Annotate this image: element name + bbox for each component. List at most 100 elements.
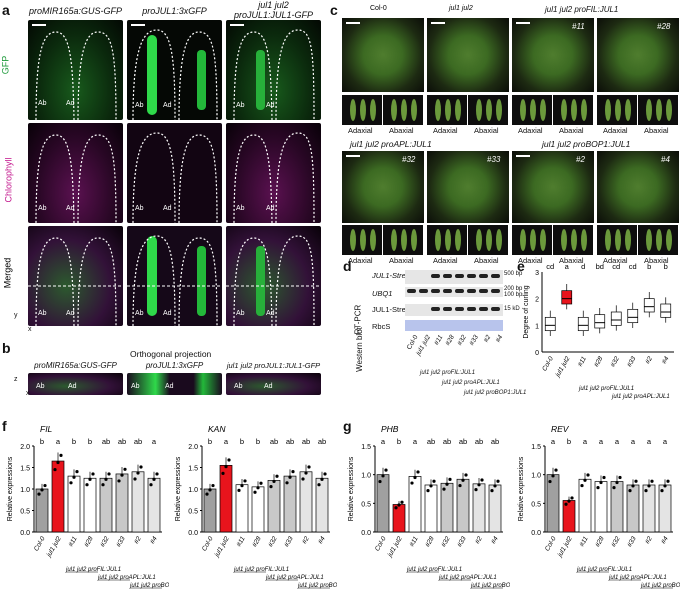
sig-letter: b <box>567 437 571 446</box>
image-gfp-mir165: Ab Ad <box>28 20 123 120</box>
sig-letter: ab <box>286 437 294 446</box>
ad-label: Ad <box>68 383 77 390</box>
blot-band <box>443 274 452 278</box>
blot-band <box>455 307 464 311</box>
bar <box>235 484 249 533</box>
data-point <box>445 482 449 486</box>
ab-label: Ab <box>38 205 47 212</box>
line-tag: #33 <box>487 155 501 164</box>
sig-letter: cd <box>546 262 554 271</box>
lane-label: #4 <box>494 334 505 344</box>
lane-label: #2 <box>482 334 493 344</box>
sig-letter: cd <box>612 262 620 271</box>
plant-apl-33: #33 <box>427 151 509 223</box>
data-point <box>413 475 417 480</box>
group-label: jul1 jul2 proFIL:JUL1 <box>576 567 632 573</box>
panel-e-label: e <box>517 258 525 274</box>
y-tick: 1.5 <box>361 444 371 451</box>
data-point <box>304 471 308 475</box>
data-point <box>56 460 60 465</box>
bar <box>472 483 486 533</box>
x-tick: #28 <box>83 535 95 548</box>
blot-band <box>467 307 476 311</box>
data-point <box>37 492 41 496</box>
bar <box>219 464 233 533</box>
sig-letter: b <box>256 437 260 446</box>
image-gfp-jul1: Ab Ad <box>127 20 222 120</box>
ad-label: Ad <box>163 102 172 109</box>
abaxial-label: Abaxial <box>559 256 584 265</box>
data-point <box>275 474 279 478</box>
x-tick: #28 <box>251 535 263 548</box>
panel-g-label: g <box>343 418 352 434</box>
leaf-strip <box>512 95 552 125</box>
x-tick: Col-0 <box>544 535 558 552</box>
x-tick: #33 <box>456 535 468 548</box>
data-point <box>394 506 398 510</box>
bar <box>642 484 656 533</box>
chart-phb: PHB 0.0 0.5 1.0 1.5 Relative expressions a Col-… <box>348 424 510 589</box>
y-tick: 3 <box>535 270 539 277</box>
blot-band <box>431 274 440 278</box>
x-tick: #2 <box>644 355 654 365</box>
data-point <box>663 484 667 488</box>
data-point <box>107 472 111 476</box>
data-point <box>59 453 63 457</box>
data-point <box>644 489 648 493</box>
sig-letter: b <box>397 437 401 446</box>
image-chl-jul1: Ab Ad <box>127 123 222 223</box>
blot-band <box>479 274 488 278</box>
data-point <box>243 479 247 483</box>
row-jul1-strep-wb: JUL1-StrepII <box>372 305 415 314</box>
box <box>577 316 589 332</box>
x-tick: #32 <box>267 535 279 548</box>
bar <box>83 477 97 533</box>
x-tick: #2 <box>644 535 654 545</box>
data-point <box>85 483 89 487</box>
x-tick: #2 <box>133 535 143 545</box>
leaf-strip <box>638 225 678 255</box>
data-point <box>496 479 500 483</box>
data-point <box>40 488 44 492</box>
line-tag: #4 <box>661 155 670 164</box>
data-point <box>474 488 478 492</box>
box <box>660 303 672 318</box>
lane-label: #33 <box>468 334 481 347</box>
x-tick: #32 <box>610 535 622 548</box>
data-point <box>647 484 651 488</box>
bar <box>131 471 145 533</box>
data-point <box>72 475 76 479</box>
leaf-strip <box>342 225 382 255</box>
ortho-col-2: proJUL1:3xGFP <box>145 361 204 370</box>
sig-letter: a <box>583 437 588 446</box>
sig-letter: a <box>599 437 604 446</box>
data-point <box>323 472 327 476</box>
adaxial-label: Adaxial <box>603 126 628 135</box>
ad-label: Ad <box>266 310 275 317</box>
leaf-strip <box>553 225 593 255</box>
x-tick: jul1 jul2 <box>45 535 63 559</box>
bar <box>440 482 454 533</box>
data-point <box>580 483 584 488</box>
ab-label: Ab <box>36 383 45 390</box>
construct-label: jul1 jul2 proFIL:JUL1 <box>420 370 476 376</box>
group-label: jul1 jul2 proAPL:JUL1 <box>611 394 670 400</box>
adaxial-label: Adaxial <box>348 256 373 265</box>
image-merged-mir165: Ab Ad <box>28 226 123 326</box>
blot-band <box>491 307 500 311</box>
sig-letter: a <box>565 262 570 271</box>
data-point <box>221 471 225 475</box>
y-axis-label: Relative expressions <box>175 456 182 521</box>
data-point <box>554 468 558 472</box>
sig-letter: b <box>240 437 244 446</box>
panel-c-label: c <box>330 2 338 18</box>
plant-title: Col-0 <box>370 5 387 12</box>
bar <box>424 484 438 533</box>
data-point <box>205 492 209 496</box>
abaxial-label: Abaxial <box>474 256 499 265</box>
x-tick: #4 <box>317 535 327 545</box>
ad-label: Ad <box>66 310 75 317</box>
sig-letter: ab <box>318 437 326 446</box>
data-point <box>104 477 108 481</box>
blot-band <box>431 307 440 311</box>
